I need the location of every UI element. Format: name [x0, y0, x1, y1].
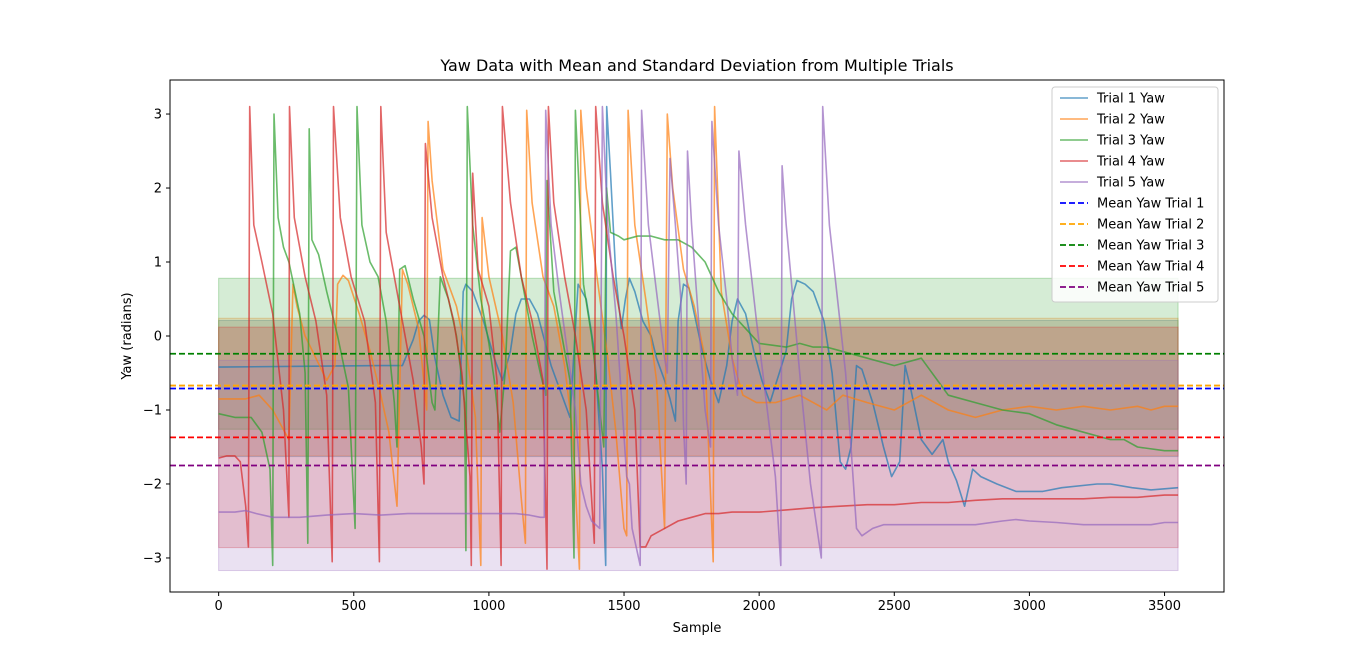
y-tick-label: 1	[154, 256, 162, 271]
y-tick-label: 2	[154, 182, 162, 197]
chart-title: Yaw Data with Mean and Standard Deviatio…	[439, 56, 953, 75]
y-tick-label: −3	[143, 551, 162, 566]
legend-label: Mean Yaw Trial 1	[1097, 197, 1204, 212]
x-tick-label: 0	[215, 599, 223, 614]
legend-label: Mean Yaw Trial 2	[1097, 218, 1204, 233]
legend-label: Mean Yaw Trial 4	[1097, 260, 1204, 275]
trial-2-line	[218, 105, 1179, 570]
trial-4-line	[218, 105, 1179, 570]
legend-label: Trial 5 Yaw	[1096, 176, 1165, 191]
legend-label: Mean Yaw Trial 5	[1097, 281, 1204, 296]
mean-lines	[170, 352, 1224, 467]
legend-label: Mean Yaw Trial 3	[1097, 239, 1204, 254]
y-tick-label: −2	[143, 477, 162, 492]
legend-box	[1051, 86, 1219, 303]
x-axis-label: Sample	[673, 621, 722, 636]
trial-lines	[218, 105, 1179, 570]
y-axis-label: Yaw (radians)	[120, 292, 135, 380]
x-tick-label: 3500	[1148, 599, 1181, 614]
x-tick-label: 500	[341, 599, 366, 614]
x-tick-label: 2500	[878, 599, 911, 614]
y-tick-label: 0	[154, 330, 162, 345]
x-tick-label: 1500	[607, 599, 640, 614]
y-tick-label: −1	[143, 403, 162, 418]
legend-label: Trial 2 Yaw	[1096, 113, 1165, 128]
x-axis-ticks: 0 500 1000 1500 2000 2500 3000 3500	[215, 592, 1181, 614]
legend: Trial 1 Yaw Trial 2 Yaw Trial 3 Yaw Trial 4…	[1051, 86, 1219, 303]
y-tick-label: 3	[154, 108, 162, 123]
x-tick-label: 1000	[472, 599, 505, 614]
legend-label: Trial 4 Yaw	[1096, 155, 1165, 170]
trial-5-line	[218, 105, 1179, 567]
y-axis-ticks: −3 −2 −1 0 1 2 3	[143, 108, 170, 566]
x-tick-label: 2000	[743, 599, 776, 614]
x-tick-label: 3000	[1013, 599, 1046, 614]
legend-label: Trial 1 Yaw	[1096, 92, 1165, 107]
legend-label: Trial 3 Yaw	[1096, 134, 1165, 149]
